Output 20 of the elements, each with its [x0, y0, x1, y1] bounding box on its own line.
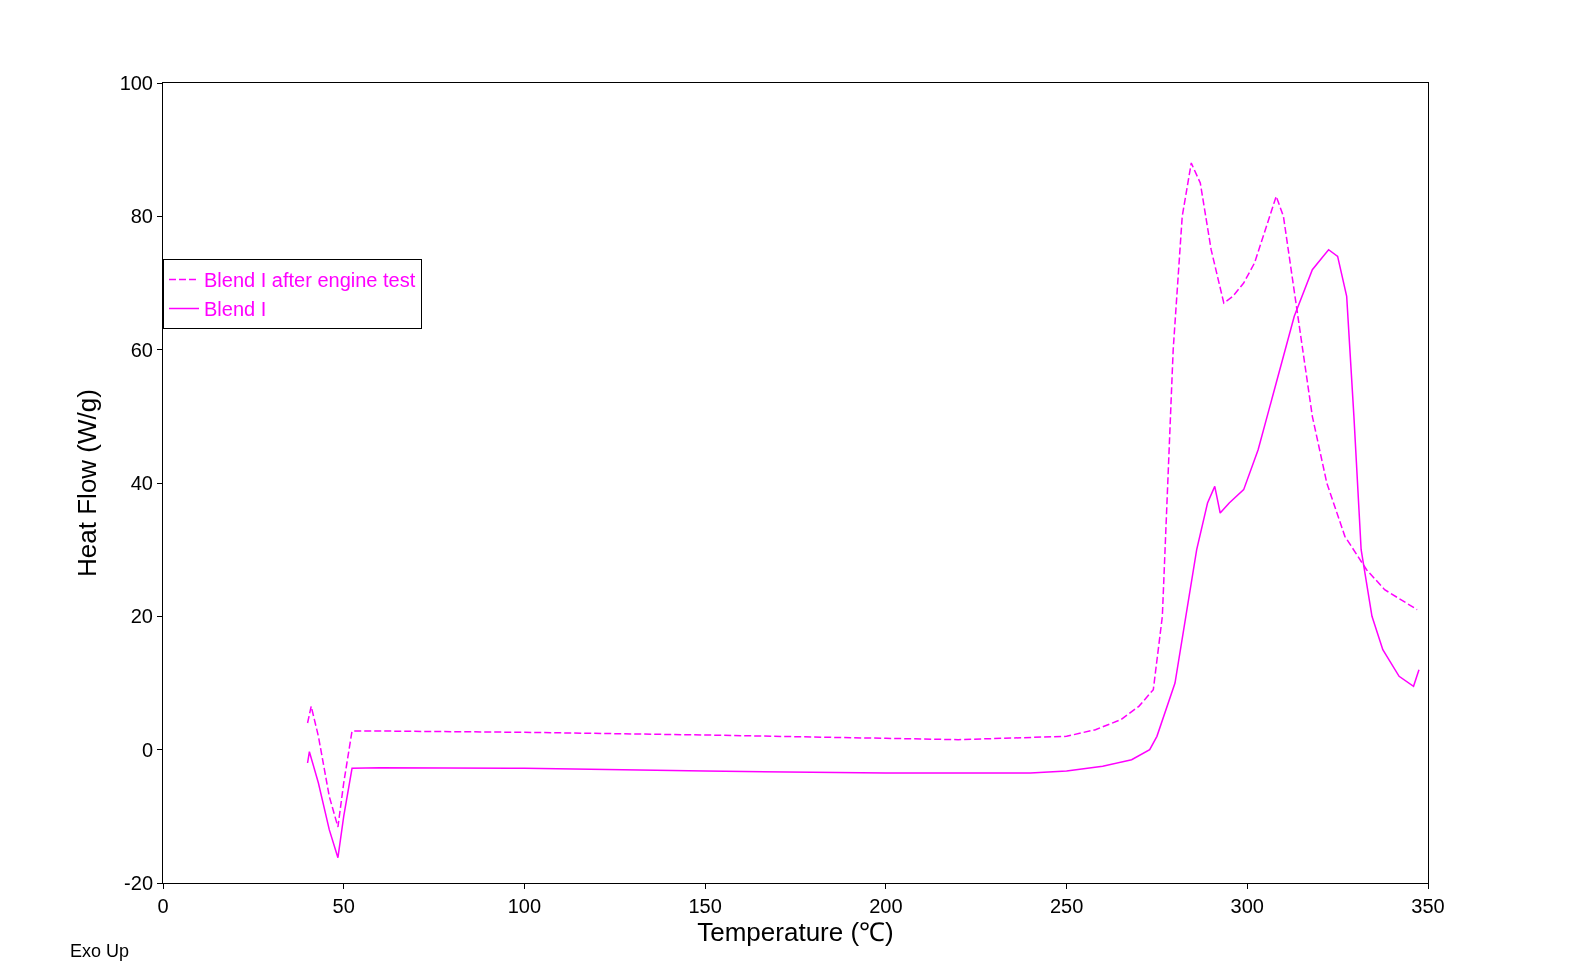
x-tick-label: 250: [1049, 895, 1084, 917]
y-tick-label: 100: [119, 72, 153, 94]
legend-label: Blend I after engine test: [204, 269, 416, 292]
x-tick-label: 0: [157, 895, 169, 917]
y-axis-title: Heat Flow (W/g): [72, 389, 103, 577]
x-tick-label: 350: [1411, 895, 1445, 917]
y-tick-label: 60: [130, 338, 153, 361]
y-tick-label: 40: [130, 472, 153, 494]
x-axis-title: Temperature (℃): [697, 917, 894, 947]
y-tick-label: -20: [124, 872, 153, 894]
x-tick-label: 150: [688, 895, 722, 917]
x-tick-label: 200: [869, 895, 903, 917]
y-tick-label: 0: [141, 738, 153, 761]
x-tick-label: 50: [332, 895, 355, 917]
text: Exo Up: [70, 941, 130, 961]
x-tick-label: 100: [507, 895, 542, 917]
x-tick-label: 300: [1230, 895, 1264, 917]
legend-label: Blend I: [204, 298, 267, 321]
y-tick-label: 80: [130, 205, 153, 228]
y-tick-label: 20: [130, 605, 153, 628]
